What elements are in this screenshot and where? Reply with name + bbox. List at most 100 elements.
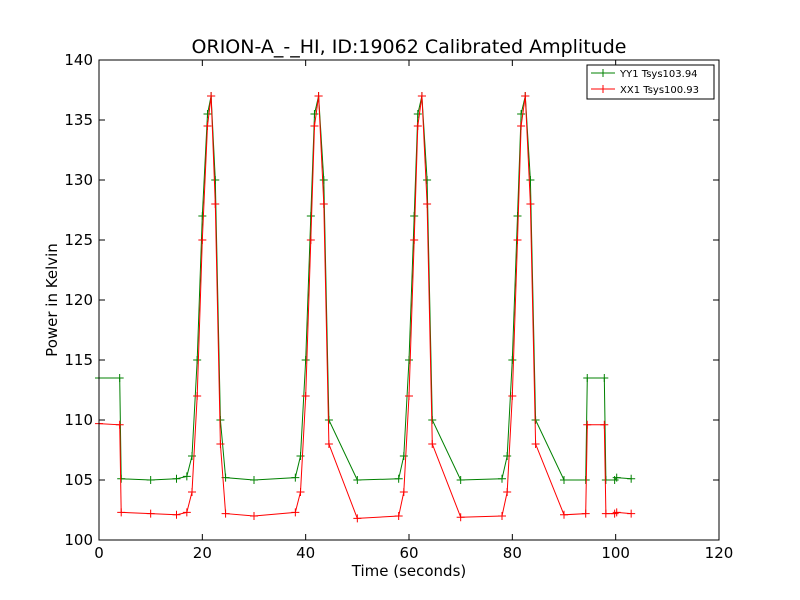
- data-point-yy1: [319, 176, 328, 184]
- data-point-xx1: [250, 512, 258, 520]
- data-point-xx1: [581, 509, 590, 518]
- data-point-xx1: [301, 392, 310, 400]
- data-point-xx1: [405, 392, 413, 400]
- y-tick-label: 115: [64, 351, 93, 369]
- data-point-xx1: [456, 513, 465, 522]
- legend-entry-yy1: YY1 Tsys103.94: [591, 69, 698, 80]
- y-tick-label: 105: [64, 471, 93, 489]
- data-point-xx1: [115, 420, 124, 429]
- data-point-xx1: [513, 236, 522, 244]
- data-point-yy1: [513, 212, 522, 220]
- data-point-xx1: [117, 508, 126, 517]
- y-tick-label: 140: [64, 51, 93, 69]
- y-tick-label: 125: [64, 231, 93, 249]
- x-tick-label: 80: [503, 544, 522, 562]
- data-point-yy1: [508, 356, 517, 364]
- data-point-xx1: [353, 514, 362, 523]
- data-point-xx1: [324, 440, 333, 448]
- legend-marker-xx1: [599, 85, 607, 93]
- x-axis-label: Time (seconds): [351, 562, 467, 580]
- data-point-xx1: [216, 440, 225, 448]
- data-point-yy1: [600, 374, 609, 382]
- data-point-yy1: [301, 356, 310, 364]
- data-point-xx1: [601, 509, 610, 518]
- x-tick-label: 100: [601, 544, 630, 562]
- y-axis-label: Power in Kelvin: [43, 243, 61, 357]
- data-point-xx1: [221, 509, 230, 518]
- data-point-yy1: [410, 212, 419, 220]
- data-point-yy1: [456, 476, 465, 484]
- data-point-yy1: [601, 476, 610, 484]
- x-tick-label: 40: [296, 544, 315, 562]
- x-tick-label: 20: [193, 544, 212, 562]
- data-point-yy1: [517, 110, 526, 118]
- data-point-yy1: [353, 476, 362, 484]
- data-point-xx1: [319, 200, 328, 208]
- data-point-yy1: [306, 212, 315, 220]
- data-point-xx1: [182, 508, 191, 517]
- data-point-yy1: [503, 452, 512, 460]
- data-point-xx1: [198, 236, 207, 244]
- data-point-yy1: [296, 452, 305, 460]
- series-layer: [95, 92, 636, 523]
- y-tick-label: 130: [64, 171, 93, 189]
- data-point-xx1: [188, 488, 196, 496]
- data-point-yy1: [583, 374, 592, 382]
- data-point-yy1: [182, 472, 191, 481]
- data-point-yy1: [423, 176, 432, 184]
- data-point-yy1: [172, 474, 181, 483]
- data-point-xx1: [211, 200, 220, 208]
- y-tick-label: 135: [64, 111, 93, 129]
- data-point-xx1: [296, 488, 305, 496]
- data-point-yy1: [310, 110, 319, 118]
- y-tick-label: 100: [64, 531, 93, 549]
- data-point-yy1: [627, 474, 636, 483]
- data-point-xx1: [193, 392, 202, 400]
- data-point-xx1: [517, 122, 526, 130]
- data-point-xx1: [146, 509, 155, 518]
- data-point-xx1: [203, 122, 212, 130]
- y-tick-label: 120: [64, 291, 93, 309]
- data-point-xx1: [610, 509, 619, 518]
- data-point-yy1: [146, 476, 155, 484]
- data-point-xx1: [503, 488, 512, 496]
- data-point-xx1: [531, 440, 540, 448]
- data-point-yy1: [394, 474, 403, 483]
- data-point-xx1: [172, 510, 181, 519]
- data-point-yy1: [198, 212, 207, 220]
- data-point-xx1: [310, 122, 319, 130]
- data-point-yy1: [250, 476, 258, 484]
- data-point-yy1: [203, 110, 212, 118]
- x-tick-label: 60: [399, 544, 418, 562]
- y-tick-label: 110: [64, 411, 93, 429]
- legend-label-yy1: YY1 Tsys103.94: [619, 69, 698, 80]
- x-tick-label: 120: [705, 544, 734, 562]
- data-point-yy1: [188, 452, 196, 460]
- data-point-xx1: [417, 92, 426, 100]
- data-point-yy1: [115, 374, 124, 382]
- legend-box: [586, 64, 715, 100]
- data-point-xx1: [314, 92, 323, 100]
- plot-background: [99, 60, 719, 540]
- tick-layer: 0 20 40 60 80 100 120 100 105 110 115 120 125 130 135 1…: [64, 51, 733, 562]
- data-point-yy1: [399, 452, 408, 460]
- data-point-xx1: [428, 440, 437, 448]
- data-point-yy1: [498, 474, 506, 483]
- data-point-xx1: [306, 236, 315, 244]
- data-point-yy1: [560, 476, 568, 484]
- legend-label-xx1: XX1 Tsys100.93: [620, 85, 699, 96]
- data-point-xx1: [498, 512, 506, 520]
- data-point-yy1: [211, 176, 220, 184]
- data-point-yy1: [193, 356, 202, 364]
- data-point-xx1: [583, 420, 592, 429]
- data-point-xx1: [612, 508, 621, 517]
- data-point-yy1: [405, 356, 413, 364]
- data-point-xx1: [413, 122, 422, 130]
- data-point-yy1: [581, 476, 590, 484]
- data-point-xx1: [394, 512, 403, 520]
- data-point-yy1: [413, 110, 422, 118]
- data-point-xx1: [291, 508, 300, 517]
- data-point-xx1: [526, 200, 535, 208]
- data-point-xx1: [410, 236, 419, 244]
